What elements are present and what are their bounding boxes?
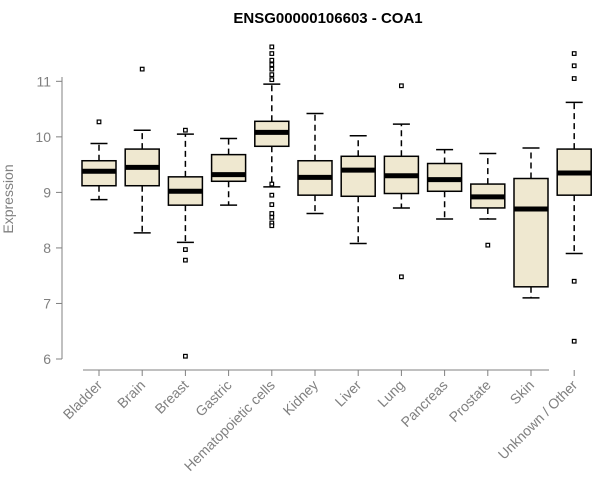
outlier-point <box>269 62 275 68</box>
outlier-point <box>571 338 577 344</box>
x-tick-label: Breast <box>152 377 192 417</box>
x-tick-label: Lung <box>374 377 407 410</box>
outlier-point <box>269 57 275 63</box>
x-tick-label: Unknown / Other <box>495 377 581 463</box>
box-group <box>513 147 549 299</box>
y-tick-label: 6 <box>43 351 51 367</box>
outlier-point <box>269 211 275 216</box>
outlier-point <box>485 242 491 248</box>
outlier-point <box>269 223 275 229</box>
outlier-point <box>269 181 275 187</box>
box <box>340 155 376 198</box>
chart-title: ENSG00000106603 - COA1 <box>233 10 422 27</box>
outlier-point <box>269 44 275 50</box>
outlier-point <box>571 51 577 56</box>
outlier-point <box>399 83 404 89</box>
x-tick-label: Liver <box>332 377 365 410</box>
outlier-point <box>183 257 188 263</box>
box-group <box>426 148 463 220</box>
outlier-point <box>96 119 102 125</box>
outlier-point <box>269 77 275 83</box>
y-axis-title: Expression <box>0 164 16 233</box>
outlier-point <box>269 202 275 208</box>
box <box>210 153 247 183</box>
box-group <box>124 66 160 234</box>
y-tick-label: 8 <box>43 240 51 256</box>
box-group <box>167 127 204 359</box>
outlier-point <box>269 51 275 56</box>
outlier-point <box>571 278 577 284</box>
x-tick-label: Kidney <box>280 377 322 419</box>
box-group <box>81 119 117 201</box>
box-group <box>297 112 333 215</box>
outlier-point <box>183 353 188 359</box>
outlier-point <box>269 72 275 78</box>
box-group <box>383 83 420 280</box>
box-group <box>470 152 506 248</box>
box-group <box>340 134 376 245</box>
x-tick-label: Skin <box>507 377 538 408</box>
y-tick-label: 7 <box>43 295 51 311</box>
box-group <box>254 44 290 229</box>
outlier-point <box>571 63 577 69</box>
outlier-point <box>269 192 275 198</box>
outlier-point <box>183 247 188 252</box>
outlier-point <box>269 66 275 72</box>
x-tick-label: Bladder <box>60 377 106 423</box>
y-tick-label: 10 <box>35 129 51 145</box>
x-tick-label: Prostate <box>446 377 494 425</box>
y-axis: 6 7 8 9 10 11 <box>35 73 63 367</box>
x-tick-label: Pancreas <box>398 377 451 430</box>
box <box>513 177 549 288</box>
box-group <box>556 51 592 344</box>
x-tick-label: Brain <box>114 377 148 411</box>
box-series <box>81 44 592 359</box>
outlier-point <box>139 66 145 72</box>
y-tick-label: 9 <box>43 184 51 200</box>
y-tick-label: 11 <box>36 73 51 89</box>
outlier-point <box>183 127 188 133</box>
outlier-point <box>399 274 404 280</box>
outlier-point <box>571 76 577 81</box>
outlier-point <box>269 214 275 220</box>
x-tick-label: Gastric <box>192 377 235 420</box>
box-group <box>210 137 247 206</box>
